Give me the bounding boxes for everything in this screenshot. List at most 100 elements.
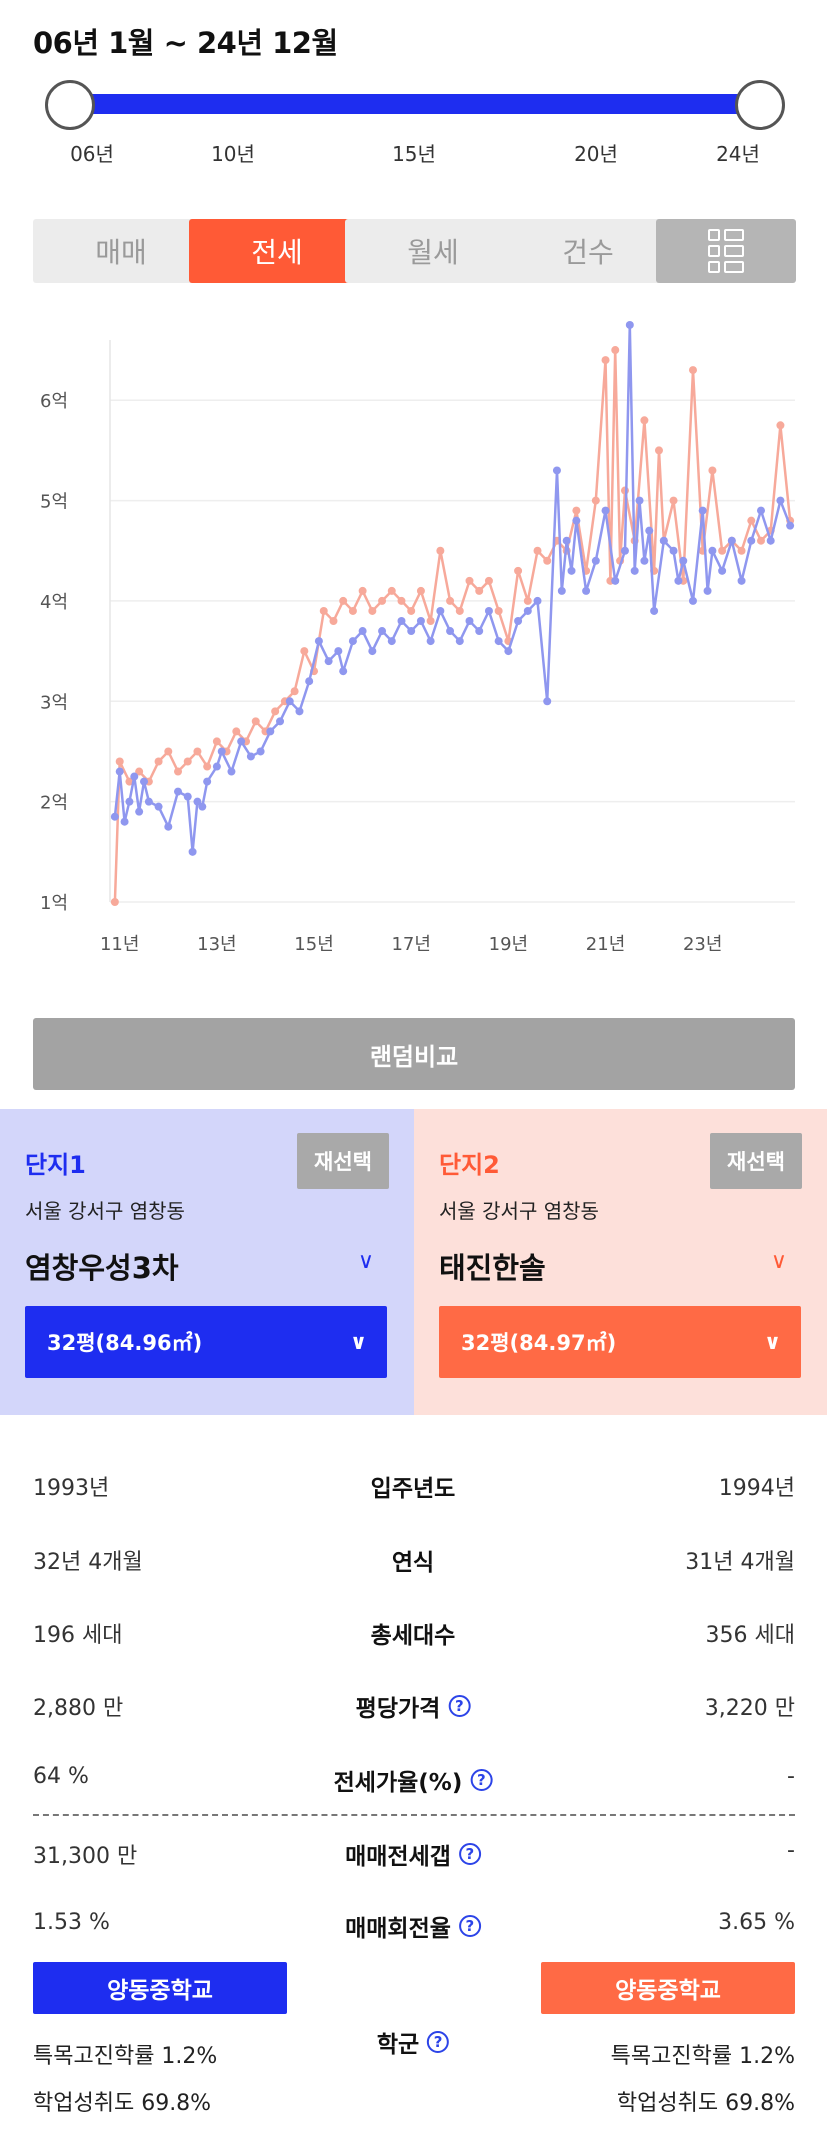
complex1-series-point [446,627,455,636]
tab-monthly-rent[interactable]: 월세 [345,219,521,283]
complex2-series-point [708,466,717,475]
complex1-series-point [115,767,124,776]
complex1-series-point [747,536,756,545]
complex1-series-point [698,506,707,515]
chevron-down-icon[interactable]: ∨ [357,1249,374,1274]
complex1-series-point [154,802,163,811]
period-slider-start-handle[interactable] [45,80,95,130]
complex1-series-point [708,546,717,555]
complex1-series-point [227,767,236,776]
sale-jeonse-gap-right: - [787,1838,795,1863]
list-view-button[interactable] [656,219,796,283]
complex2-school-stat2: 학업성취도 69.8% [616,2091,795,2116]
y-tick-label: 1억 [40,893,68,914]
move-in-year-label: 입주년도 [370,1476,456,1502]
chevron-down-icon[interactable]: ∨ [770,1249,787,1274]
complex2-series-point [339,596,348,605]
x-tick-label: 17년 [391,934,430,955]
complex1-reselect-button[interactable]: 재선택 [297,1133,389,1189]
y-tick-label: 4억 [40,592,68,613]
period-slider-end-handle[interactable] [735,80,785,130]
complex2-series-point [494,606,503,615]
complex2-series-point [378,596,387,605]
complex1-series-point [494,637,503,646]
complex1-series-point [285,697,294,706]
complex2-name[interactable]: 태진한솔 [439,1251,546,1285]
complex2-series-point [183,757,192,766]
x-tick-label: 15년 [294,934,333,955]
period-slider-track[interactable] [70,94,760,114]
complex1-series-point [174,787,183,796]
complex1-series-point [110,812,119,821]
random-compare-button[interactable]: 랜덤비교 [33,1018,795,1090]
complex2-series-point [523,596,532,605]
complex1-name[interactable]: 염창우성3차 [25,1251,179,1285]
x-tick-label: 19년 [489,934,528,955]
complex1-series-point [601,506,610,515]
complex1-size-select[interactable]: 32평(84.96㎡) ∨ [25,1306,387,1378]
help-icon[interactable]: ? [458,1915,481,1937]
complex2-series-point [426,617,435,625]
complex1-school-button[interactable]: 양동중학교 [33,1962,287,2014]
complex2-series-point [416,586,425,595]
complex1-series-point [650,606,659,615]
complex1-series-point [266,727,275,736]
tab-count[interactable]: 건수 [500,219,676,283]
help-icon[interactable]: ? [458,1843,481,1865]
complex1-series-point [562,536,571,545]
complex1-series-point [620,546,629,555]
complex1-series-point [407,627,416,636]
slider-tick-label: 24년 [716,142,760,166]
complex1-series-point [737,576,746,585]
complex1-region: 서울 강서구 염창동 [25,1199,185,1223]
complex1-series-point [674,576,683,585]
complex1-series-point [387,637,396,646]
complex2-region: 서울 강서구 염창동 [439,1199,599,1223]
divider [33,1814,795,1816]
help-icon[interactable]: ? [470,1769,493,1791]
complex2-series-point [533,546,542,555]
complex1-series-point [727,536,736,545]
complex2-series-point [164,747,173,756]
complex2-series-point [329,617,338,625]
complex1-series-point [276,717,285,726]
complex2-series-point [572,506,581,515]
complex2-series-point [669,496,678,505]
complex2-reselect-button[interactable]: 재선택 [710,1133,802,1189]
complex1-series-point [572,516,581,525]
jeonse-ratio-right: - [787,1764,795,1789]
complex1-series-point [144,797,153,806]
complex2-series-point [776,421,785,430]
complex1-series-point [305,677,314,686]
tab-jeonse[interactable]: 전세 [189,219,365,283]
help-icon[interactable]: ? [427,2031,450,2053]
complex1-series-point [188,847,197,856]
complex1-size-value: 32평(84.96㎡) [47,1331,203,1355]
complex1-series-point [246,752,255,761]
complex2-size-select[interactable]: 32평(84.97㎡) ∨ [439,1306,801,1378]
complex1-series-point [426,637,435,646]
complex1-series-point [358,627,367,636]
complex1-series-point [324,657,333,666]
turnover-rate-label: 매매회전율? [345,1909,481,1943]
complex2-series-point [319,606,328,615]
complex1-series-point [504,647,513,656]
complex1-panel: 단지1 재선택 서울 강서구 염창동 염창우성3차 ∨ 32평(84.96㎡) … [0,1109,414,1415]
complex2-school-button[interactable]: 양동중학교 [541,1962,795,2014]
complex1-series-point [348,637,357,646]
help-icon[interactable]: ? [448,1695,471,1717]
price-per-pyeong-left: 2,880 만 [33,1696,124,1721]
price-per-pyeong-label: 평당가격? [356,1689,471,1723]
complex2-series-point [174,767,183,776]
building-age-label: 연식 [391,1550,435,1576]
complex2-series-point [110,898,119,906]
building-age-left: 32년 4개월 [33,1550,143,1575]
complex2-series-point [737,546,746,555]
complex2-series-point [387,586,396,595]
x-tick-label: 11년 [100,934,139,955]
tab-sale[interactable]: 매매 [33,219,209,283]
complex1-series-point [645,526,654,535]
complex2-series-point [348,606,357,615]
complex1-series-point [140,777,149,786]
x-tick-label: 13년 [197,934,236,955]
